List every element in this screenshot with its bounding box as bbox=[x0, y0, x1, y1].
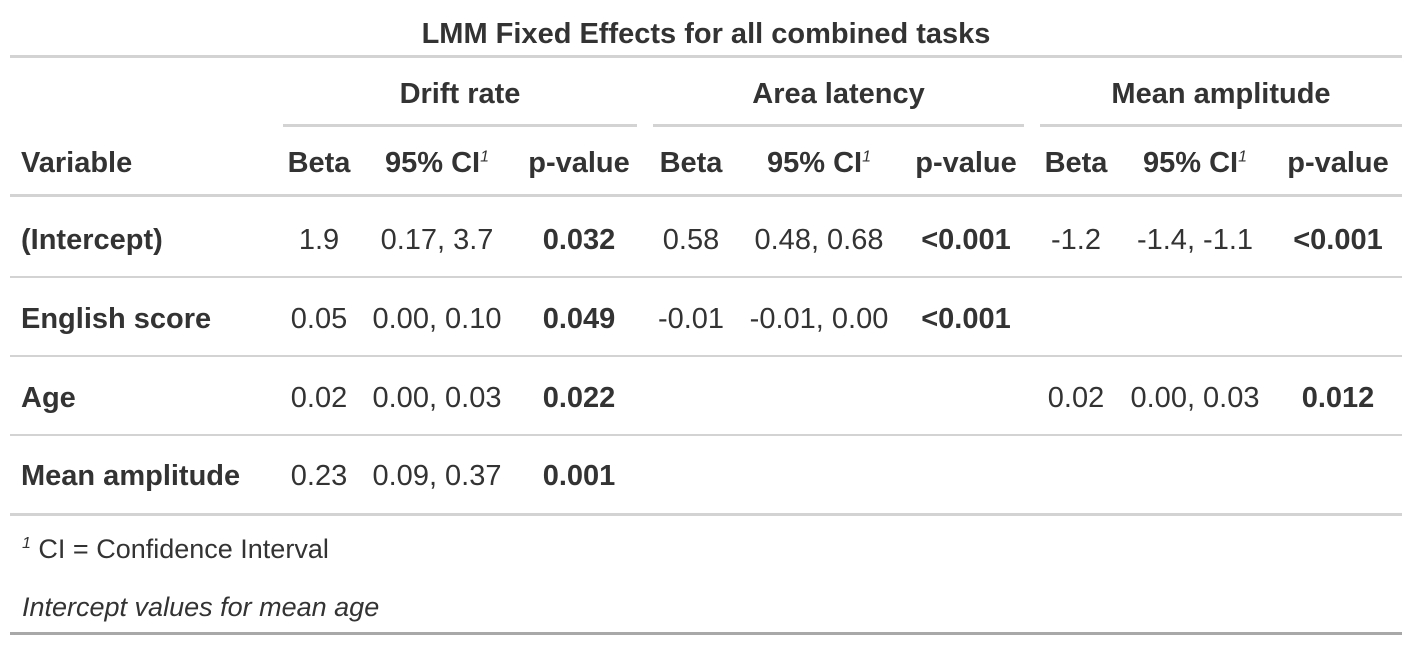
row-variable: English score bbox=[21, 303, 212, 335]
cell-drift-beta: 1.9 bbox=[298, 224, 340, 256]
cell-area-beta bbox=[654, 378, 728, 418]
cell-drift-pvalue: 0.049 bbox=[542, 303, 616, 335]
cell-area-ci bbox=[740, 378, 898, 418]
col-header-area-ci: 95% CI1 bbox=[766, 147, 871, 179]
spanner-area-rule bbox=[653, 124, 1024, 127]
col-header-area-pvalue: p-value bbox=[915, 147, 1017, 179]
col-header-drift-pvalue: p-value bbox=[528, 147, 630, 179]
cell-mean-pvalue: <0.001 bbox=[1293, 224, 1383, 256]
cell-area-pvalue bbox=[906, 456, 1026, 496]
col-header-drift-ci: 95% CI1 bbox=[384, 147, 489, 179]
cell-mean-beta bbox=[1040, 456, 1112, 496]
cell-drift-ci: 0.00, 0.03 bbox=[372, 382, 502, 414]
body-bottom-rule bbox=[10, 513, 1402, 516]
cell-drift-ci: 0.09, 0.37 bbox=[372, 460, 502, 492]
cell-area-ci bbox=[740, 456, 898, 496]
footnote-mark: 1 bbox=[22, 535, 31, 552]
cell-area-ci: -0.01, 0.00 bbox=[749, 303, 889, 335]
cell-area-ci: 0.48, 0.68 bbox=[754, 224, 884, 256]
row-variable: (Intercept) bbox=[21, 224, 163, 256]
col-header-drift-beta: Beta bbox=[287, 147, 351, 179]
cell-area-pvalue: <0.001 bbox=[921, 224, 1011, 256]
cell-drift-beta: 0.02 bbox=[290, 382, 348, 414]
ci-footnote-mark: 1 bbox=[862, 148, 871, 166]
cell-area-beta bbox=[654, 456, 728, 496]
cell-area-pvalue bbox=[906, 378, 1026, 418]
col-header-area-beta: Beta bbox=[659, 147, 723, 179]
spanner-mean-amplitude: Mean amplitude bbox=[1111, 78, 1331, 110]
row-divider bbox=[10, 434, 1402, 436]
cell-mean-pvalue: 0.012 bbox=[1301, 382, 1375, 414]
row-variable: Age bbox=[21, 382, 76, 414]
cell-drift-beta: 0.23 bbox=[290, 460, 348, 492]
cell-drift-beta: 0.05 bbox=[290, 303, 348, 335]
table-title: LMM Fixed Effects for all combined tasks bbox=[421, 18, 991, 50]
spanner-mean-rule bbox=[1040, 124, 1402, 127]
bottom-rule bbox=[10, 632, 1402, 635]
col-header-mean-ci: 95% CI1 bbox=[1142, 147, 1247, 179]
cell-mean-beta: 0.02 bbox=[1047, 382, 1105, 414]
ci-footnote-mark: 1 bbox=[1238, 148, 1247, 166]
cell-area-pvalue: <0.001 bbox=[921, 303, 1011, 335]
cell-area-beta: -0.01 bbox=[657, 303, 725, 335]
cell-drift-pvalue: 0.032 bbox=[542, 224, 616, 256]
col-header-mean-beta: Beta bbox=[1044, 147, 1108, 179]
cell-drift-ci: 0.00, 0.10 bbox=[372, 303, 502, 335]
cell-mean-beta bbox=[1040, 299, 1112, 339]
cell-drift-pvalue: 0.022 bbox=[542, 382, 616, 414]
spanner-drift-rate: Drift rate bbox=[399, 78, 521, 110]
spanner-area-latency: Area latency bbox=[752, 78, 925, 110]
spanner-drift-rule bbox=[283, 124, 637, 127]
row-variable: Mean amplitude bbox=[21, 460, 241, 492]
col-header-mean-pvalue: p-value bbox=[1287, 147, 1389, 179]
footnote-ci-text: CI = Confidence Interval bbox=[38, 534, 329, 564]
cell-mean-ci bbox=[1120, 456, 1270, 496]
cell-mean-pvalue bbox=[1278, 456, 1398, 496]
cell-mean-pvalue bbox=[1278, 299, 1398, 339]
cell-mean-beta: -1.2 bbox=[1051, 224, 1101, 256]
row-divider bbox=[10, 276, 1402, 278]
cell-drift-ci: 0.17, 3.7 bbox=[380, 224, 494, 256]
ci-footnote-mark: 1 bbox=[480, 148, 489, 166]
cell-drift-pvalue: 0.001 bbox=[542, 460, 616, 492]
top-rule bbox=[10, 55, 1402, 58]
source-note: Intercept values for mean age bbox=[22, 592, 380, 622]
col-header-variable: Variable bbox=[21, 147, 133, 179]
cell-mean-ci bbox=[1120, 299, 1270, 339]
row-divider bbox=[10, 355, 1402, 357]
footnote-ci: 1 CI = Confidence Interval bbox=[22, 531, 329, 567]
cell-mean-ci: 0.00, 0.03 bbox=[1130, 382, 1260, 414]
cell-mean-ci: -1.4, -1.1 bbox=[1136, 224, 1254, 256]
header-rule bbox=[10, 194, 1402, 197]
cell-area-beta: 0.58 bbox=[662, 224, 720, 256]
